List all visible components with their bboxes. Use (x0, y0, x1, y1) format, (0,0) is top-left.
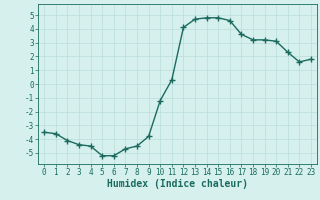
X-axis label: Humidex (Indice chaleur): Humidex (Indice chaleur) (107, 179, 248, 189)
